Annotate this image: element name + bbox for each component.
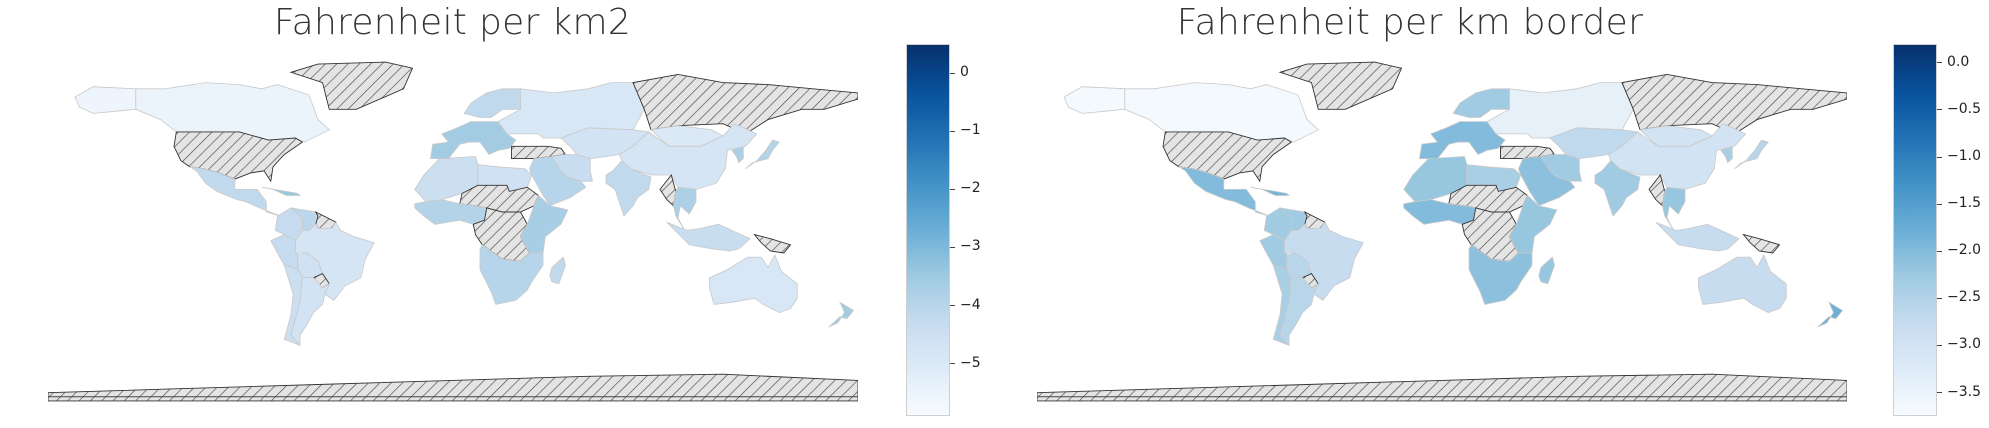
region-central-siberia (632, 73, 858, 135)
colorbar-tick-label: 0.0 (1947, 53, 1970, 70)
region-australia (709, 254, 798, 314)
region-new-zealand (828, 301, 855, 328)
region-argentina (290, 277, 331, 347)
choropleth-map-per-km2 (48, 61, 858, 402)
colorbar-tick-mark (950, 130, 955, 132)
region-scandinavia (463, 88, 521, 118)
colorbar-tick-mark (950, 246, 955, 248)
region-peru (270, 234, 299, 271)
colorbar-tick-label: −2 (960, 180, 981, 197)
region-caribbean (261, 186, 302, 196)
colorbar-tick-mark (1937, 297, 1942, 299)
colorbar-tick-mark (950, 305, 955, 307)
colorbar-per-km2 (906, 44, 950, 416)
region-korea (731, 145, 744, 164)
colorbar-ticks-per-km2: 0 −1 −2 −3 −4 −5 (950, 44, 1010, 416)
region-madagascar (549, 256, 566, 285)
colorbar-tick-mark (1937, 344, 1942, 346)
colorbar-tick-label: −1.5 (1947, 195, 1981, 212)
region-central-america (1178, 166, 1269, 217)
region-greenland (289, 61, 414, 110)
colorbar-tick-mark (1937, 156, 1942, 158)
map-title-per-km-border: Fahrenheit per km border (1176, 2, 1644, 43)
region-new-zealand (1817, 301, 1844, 328)
colorbar-tick-mark (950, 72, 955, 74)
region-japan (1734, 139, 1769, 170)
region-southeast-asia (673, 186, 697, 231)
colorbar-tick-mark (1937, 392, 1942, 393)
region-korea (1720, 145, 1733, 164)
colorbar-tick-mark (950, 363, 955, 365)
region-png (1742, 233, 1781, 254)
region-scandinavia (1452, 88, 1510, 118)
region-east-africa (520, 194, 569, 254)
region-usa (1162, 131, 1293, 183)
colorbar-tick-label: −4 (960, 296, 981, 313)
region-antarctica (1037, 373, 1847, 402)
region-alaska (1063, 86, 1126, 114)
colorbar-ticks-per-km-border: 0.0 −0.5 −1.0 −1.5 −2.0 −2.5 −3.0 −3.5 (1937, 44, 1989, 416)
colorbar-tick-mark (1937, 109, 1942, 111)
colorbar-tick-label: −3.0 (1947, 336, 1981, 353)
map-title-per-km2: Fahrenheit per km2 (273, 2, 632, 43)
region-india (605, 160, 652, 217)
region-southern-africa (1468, 244, 1533, 305)
region-europe-west (1419, 121, 1506, 159)
region-central-siberia (1621, 73, 1847, 135)
colorbar-tick-label: −2.5 (1947, 289, 1981, 306)
region-indonesia (1655, 221, 1740, 252)
region-iran (551, 154, 593, 182)
region-antarctica (48, 373, 858, 402)
region-southeast-asia (1662, 186, 1686, 231)
region-greenland (1278, 61, 1403, 110)
region-usa (173, 131, 304, 183)
region-central-america (189, 166, 280, 217)
left-map-panel: Fahrenheit per km2 0 −1 −2 −3 −4 −5 (0, 0, 990, 428)
region-indonesia (666, 221, 751, 252)
region-canada (1124, 82, 1320, 143)
colorbar-tick-mark (1937, 203, 1942, 205)
colorbar-tick-label: −2.0 (1947, 242, 1981, 259)
region-canada (135, 82, 331, 143)
right-map-panel: Fahrenheit per km border 0.0 −0.5 −1.0 −1.5… (990, 0, 1989, 428)
colorbar-tick-label: 0 (960, 64, 969, 81)
region-china (1608, 123, 1747, 190)
colorbar-tick-label: −3.5 (1947, 383, 1981, 400)
region-japan (745, 139, 780, 170)
colorbar-tick-label: −1 (960, 122, 981, 139)
colorbar-tick-label: −5 (960, 354, 981, 371)
region-madagascar (1538, 256, 1555, 285)
choropleth-map-per-km-border (1037, 61, 1847, 402)
region-europe-west (430, 121, 517, 159)
region-india (1594, 160, 1641, 217)
region-alaska (74, 86, 137, 114)
colorbar-tick-mark (1937, 250, 1942, 252)
region-australia (1698, 254, 1787, 314)
region-southern-africa (479, 244, 544, 305)
region-caribbean (1250, 186, 1291, 196)
region-argentina (1279, 277, 1320, 347)
region-east-africa (1509, 194, 1558, 254)
region-png (753, 233, 792, 254)
colorbar-per-km-border (1893, 44, 1937, 416)
region-peru (1259, 234, 1288, 271)
colorbar-tick-label: −0.5 (1947, 100, 1981, 117)
region-china (619, 123, 758, 190)
colorbar-tick-label: −3 (960, 238, 981, 255)
colorbar-tick-label: −1.0 (1947, 148, 1981, 164)
colorbar-tick-mark (950, 188, 955, 190)
colorbar-tick-mark (1937, 62, 1942, 64)
region-iran (1540, 154, 1582, 182)
